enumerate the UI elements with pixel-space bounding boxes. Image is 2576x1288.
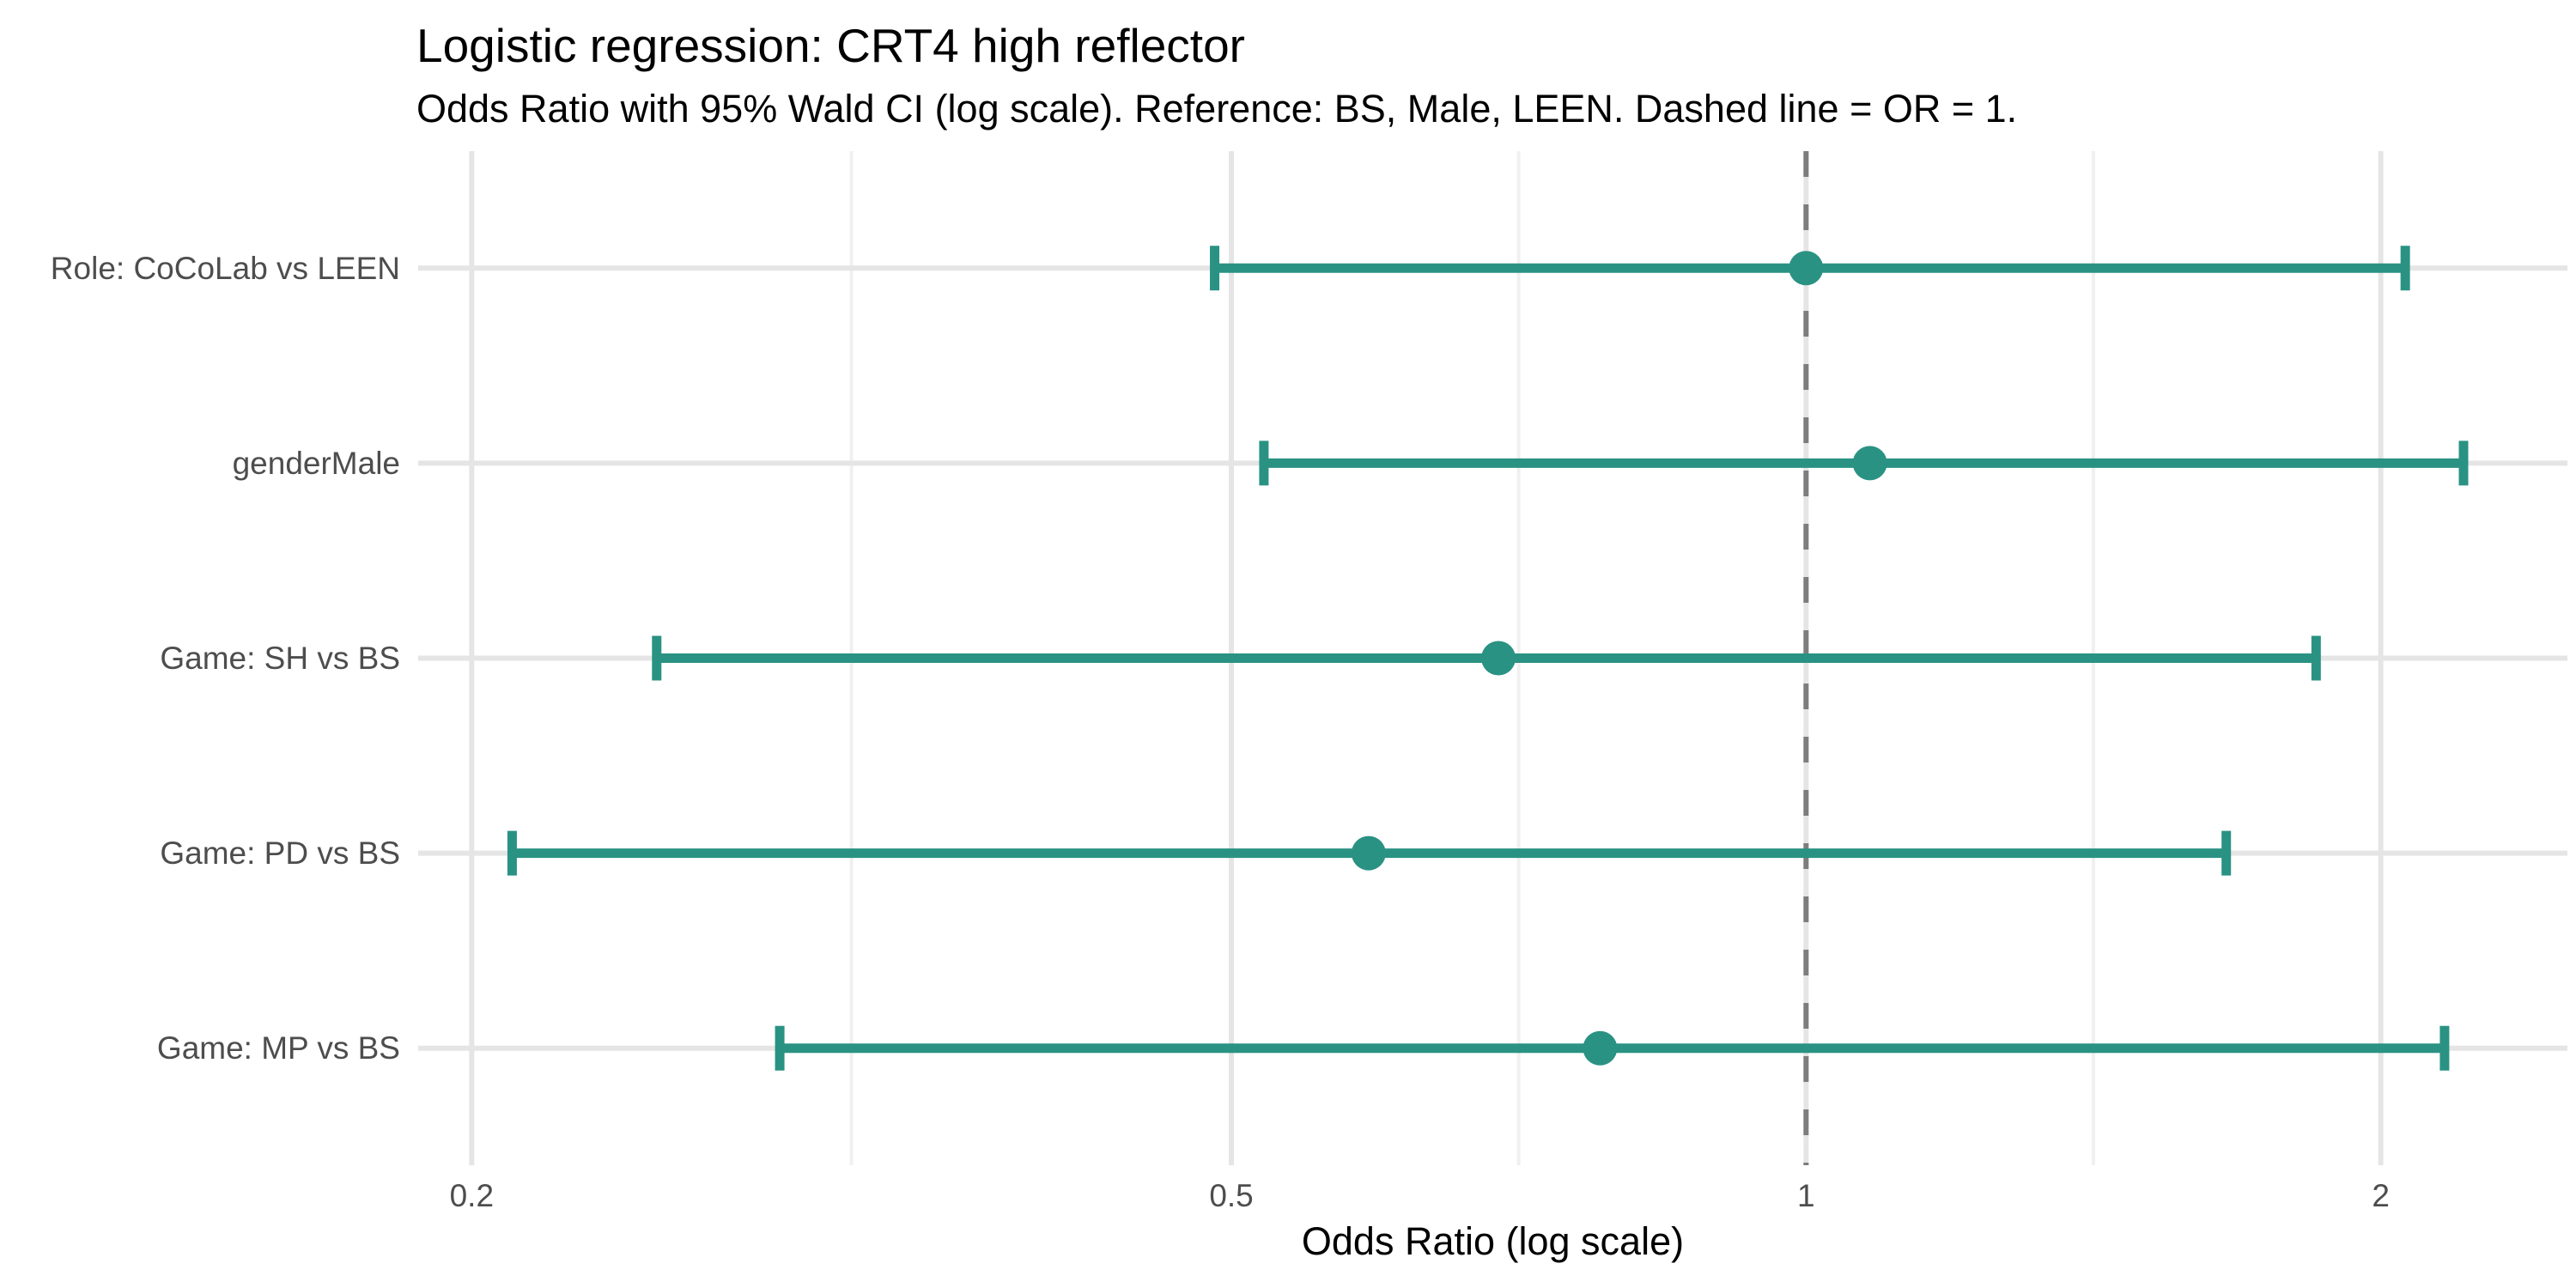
y-axis-label: Game: MP vs BS xyxy=(157,1030,400,1066)
or-point xyxy=(1351,835,1386,871)
x-axis-title: Odds Ratio (log scale) xyxy=(1301,1219,1685,1263)
chart-subtitle: Odds Ratio with 95% Wald CI (log scale).… xyxy=(416,87,2018,131)
chart-title: Logistic regression: CRT4 high reflector xyxy=(416,19,1245,72)
x-tick-label: 0.2 xyxy=(450,1178,494,1213)
y-axis-label: genderMale xyxy=(233,446,400,481)
y-axis-label: Game: PD vs BS xyxy=(160,835,400,871)
y-axis-label: Game: SH vs BS xyxy=(160,641,400,676)
x-tick-label: 0.5 xyxy=(1209,1178,1253,1213)
x-tick-label: 1 xyxy=(1797,1178,1815,1213)
or-point xyxy=(1481,641,1516,676)
x-tick-label: 2 xyxy=(2372,1178,2390,1213)
y-axis-label: Role: CoCoLab vs LEEN xyxy=(51,251,400,286)
or-point xyxy=(1789,251,1824,286)
or-point xyxy=(1852,446,1887,481)
or-point xyxy=(1583,1030,1618,1066)
